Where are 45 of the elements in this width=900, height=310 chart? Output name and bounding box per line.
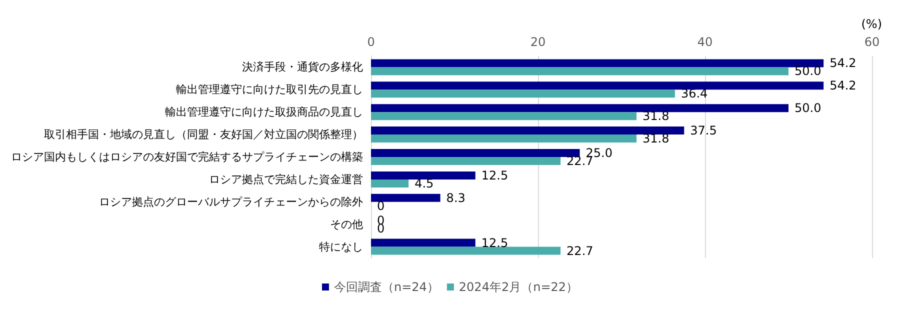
bar [371,179,409,188]
bar [371,67,788,76]
x-axis-title: (%) [861,17,882,31]
bar [371,194,440,202]
data-label: 12.5 [481,168,508,182]
bar [371,112,637,120]
legend-label: 2024年2月（n=22） [458,280,578,294]
y-tick-label: 取引相手国・地域の見直し（同盟・友好国／対立国の関係整理） [44,128,363,142]
y-tick-label: ロシア国内もしくはロシアの友好国で完結するサプライチェーンの構築 [11,150,363,164]
x-tick-label: 40 [697,35,713,49]
data-label: 50.0 [794,64,822,78]
bar [371,157,561,165]
bar [371,171,476,180]
bar [371,82,824,90]
y-tick-label: 特になし [319,240,363,254]
data-label: 12.5 [481,236,508,250]
data-label: 31.8 [642,109,670,124]
y-tick-label: ロシア拠点で完結した資金運営 [209,172,363,186]
data-label: 8.3 [446,190,466,205]
bar [371,90,675,98]
bar [371,59,824,68]
bar [371,104,788,112]
y-tick-label: 輸出管理遵守に向けた取扱商品の見直し [165,106,363,119]
data-label: 50.0 [794,101,822,116]
data-label: 0 [377,198,385,213]
y-tick-label: ロシア拠点のグローバルサプライチェーンからの除外 [99,195,363,208]
x-tick-label: 0 [367,35,375,49]
y-tick-label: 輸出管理遵守に向けた取引先の見直し [176,83,363,96]
x-tick-label: 60 [864,35,880,49]
data-label: 22.7 [566,244,594,258]
legend-label: 今回調査（n=24） [334,280,439,294]
bar [371,126,684,135]
data-label: 54.2 [830,78,856,93]
bar [371,149,580,157]
data-label: 37.5 [690,124,717,138]
data-label: 4.5 [414,176,434,190]
bar [371,134,637,143]
data-label: 31.8 [642,132,670,146]
y-tick-label: 決済手段・通貨の多様化 [242,60,363,74]
data-label: 36.4 [680,86,708,101]
x-tick-label: 20 [530,35,546,49]
bar [371,238,476,247]
bar [371,246,561,255]
y-tick-label: その他 [330,218,363,231]
data-label: 54.2 [830,56,856,70]
